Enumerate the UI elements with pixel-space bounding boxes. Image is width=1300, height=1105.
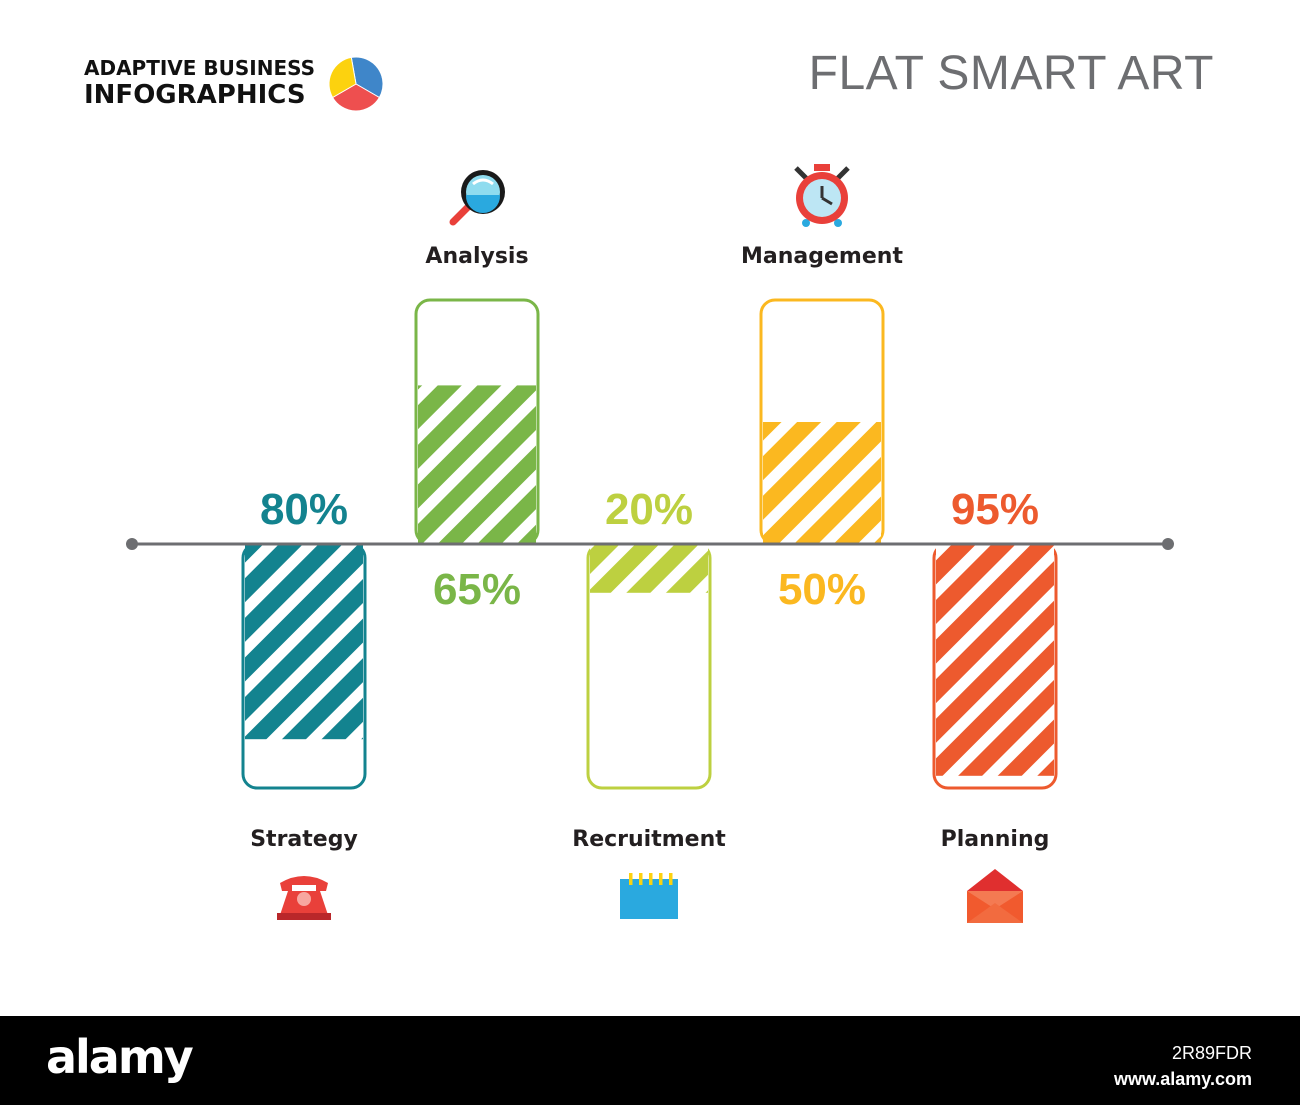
value-label-management: 50% (778, 565, 866, 614)
axis-end-left (126, 538, 138, 550)
notepad-icon (620, 873, 678, 919)
brand-block: ADAPTIVE BUSINESS INFOGRAPHICS (84, 56, 315, 110)
bar-group-planning (932, 542, 1058, 790)
value-label-analysis: 65% (433, 565, 521, 614)
category-label-management: Management (741, 244, 903, 269)
bar-group-recruitment (586, 542, 712, 790)
category-label-analysis: Analysis (425, 244, 528, 269)
category-label-planning: Planning (941, 827, 1050, 852)
page-title: FLAT SMART ART (808, 47, 1214, 100)
brand-line-1: ADAPTIVE BUSINESS (84, 56, 316, 80)
category-label-strategy: Strategy (250, 827, 358, 852)
footer-url: www.alamy.com (1113, 1069, 1252, 1089)
footer-info: 2R89FDR www.alamy.com (1114, 1040, 1252, 1092)
envelope-icon (967, 869, 1023, 923)
bar-fill-management (763, 422, 881, 544)
bar-group-strategy (241, 542, 367, 790)
bar-group-analysis (414, 298, 540, 546)
telephone-icon (277, 876, 331, 920)
bar-fill-recruitment (590, 544, 708, 593)
brand-line-2: INFOGRAPHICS (84, 80, 306, 110)
footer-bar: alamy 2R89FDR www.alamy.com (0, 1016, 1300, 1105)
value-label-recruitment: 20% (605, 485, 693, 534)
pie-logo-slice-yellow (328, 56, 357, 99)
alarm-clock-icon (794, 164, 850, 227)
pie-logo-icon (328, 56, 384, 112)
bar-fill-analysis (418, 385, 536, 544)
axis-end-right (1162, 538, 1174, 550)
bar-fill-planning (936, 544, 1054, 776)
pie-logo-slice-blue (350, 56, 384, 99)
footer-image-id: 2R89FDR (1171, 1043, 1252, 1063)
bar-fill-strategy (245, 544, 363, 740)
value-label-planning: 95% (951, 485, 1039, 534)
footer-logo: alamy (46, 1030, 194, 1084)
magnifier-icon (449, 170, 505, 226)
bar-group-management (759, 298, 885, 546)
category-label-recruitment: Recruitment (572, 827, 726, 852)
value-label-strategy: 80% (260, 485, 348, 534)
bar-chart: 80% Strategy 65% Analysis 20% Recruitment 50% M… (126, 164, 1174, 923)
